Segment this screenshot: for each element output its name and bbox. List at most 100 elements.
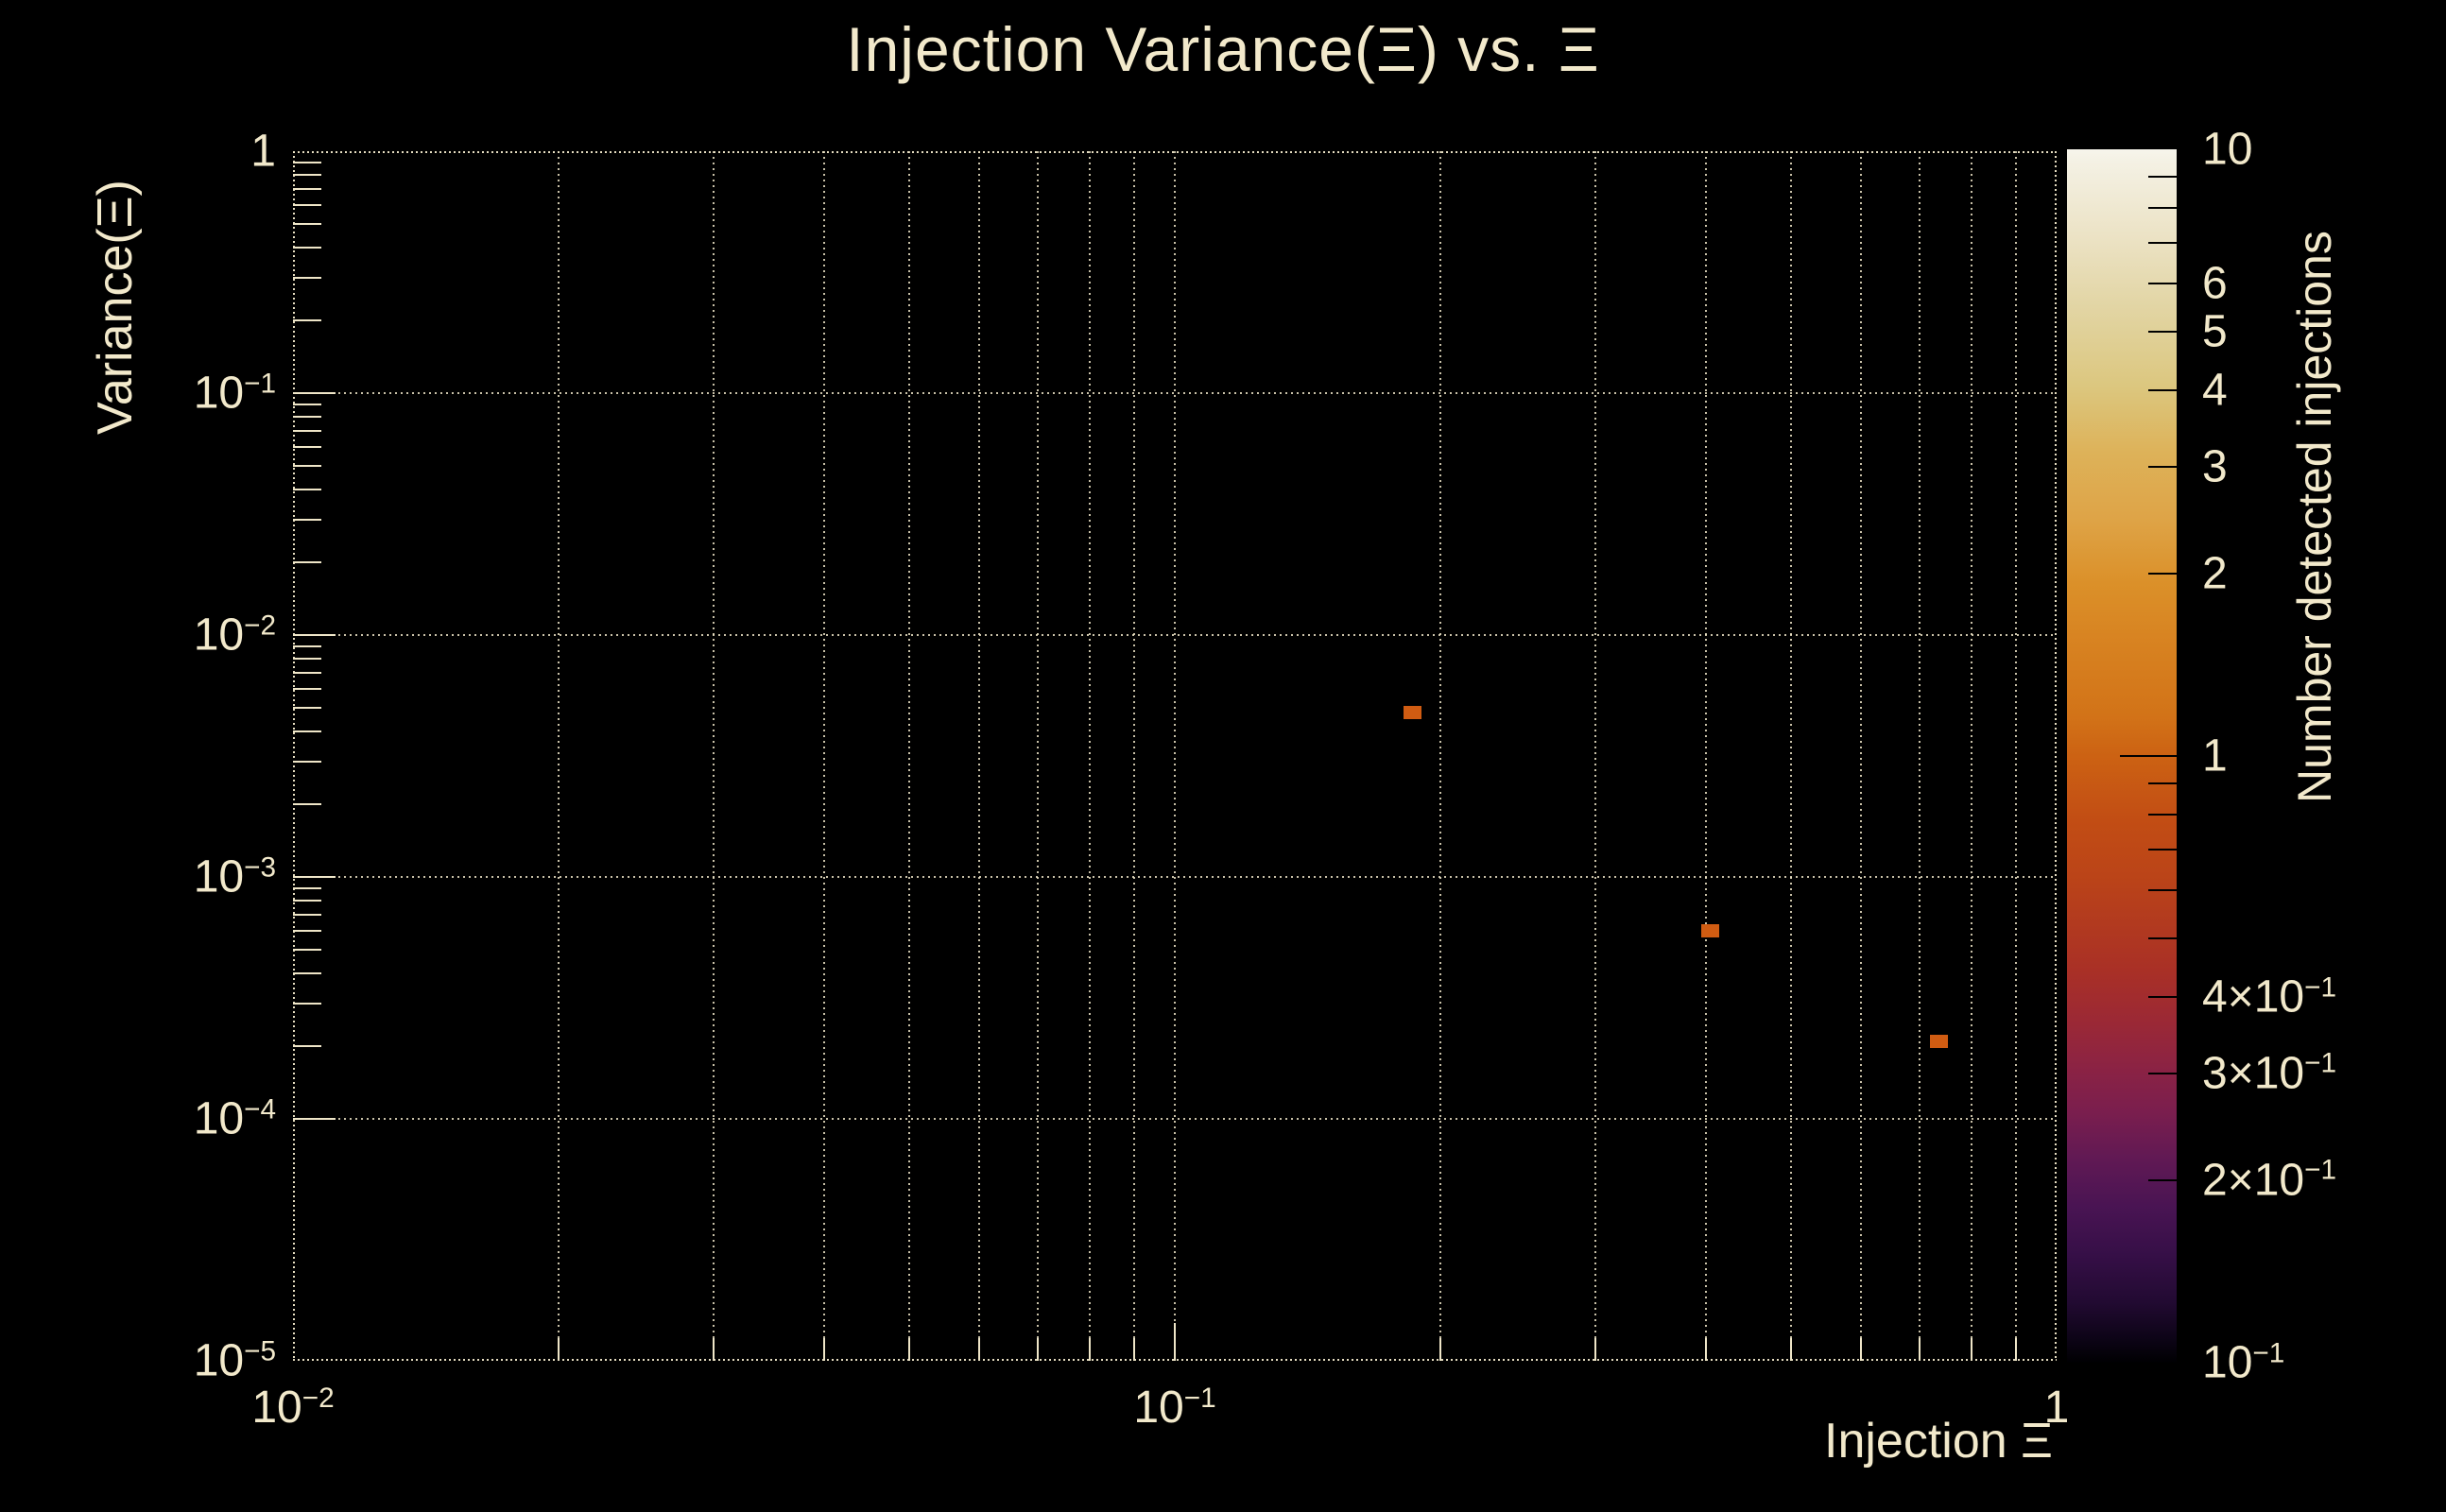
gridline-h-major [293,876,2057,878]
gridline-h-major [293,1118,2057,1120]
y-axis-minor-tick [293,760,321,763]
colorbar-tick-label: 3×10−1 [2202,1047,2336,1099]
colorbar-tick [2148,889,2177,892]
y-tick-label: 10−3 [194,851,276,903]
gridline-v [1594,151,1597,1361]
y-tick-label: 1 [250,126,276,178]
colorbar-tick [2148,814,2177,816]
colorbar-tick [2148,996,2177,999]
y-axis-major-tick [293,392,336,394]
y-axis-minor-tick [293,949,321,952]
colorbar-tick-label: 4×10−1 [2202,971,2336,1023]
gridline-v [1088,151,1091,1361]
y-tick-label-exp: −4 [244,1093,276,1125]
x-tick-label-base: 10 [251,1383,302,1433]
y-axis-minor-tick [293,161,321,163]
x-axis-title: Injection Ξ [1824,1414,2053,1469]
y-axis-minor-tick [293,429,321,432]
y-axis-minor-tick [293,445,321,448]
y-axis-minor-tick [293,203,321,206]
data-point [1930,1034,1949,1048]
gridline-h-major [293,634,2057,636]
x-axis-minor-tick [713,1338,715,1361]
colorbar-tick-label-base: 3×10 [2202,1048,2305,1099]
colorbar-tick [2148,465,2177,468]
colorbar-tick-label-exp: −1 [2304,1047,2337,1079]
y-axis-minor-tick [293,560,321,563]
x-axis-minor-tick [1970,1338,1972,1361]
y-axis-minor-tick [293,1044,321,1047]
colorbar-title: Number detected injections [2288,231,2341,803]
y-axis-minor-tick [293,671,321,674]
y-axis-minor-tick [293,488,321,490]
y-axis-minor-tick [293,913,321,916]
colorbar-tick [2148,1072,2177,1074]
colorbar-tick-label: 2 [2202,547,2228,599]
colorbar-tick [2148,331,2177,334]
x-axis-minor-tick [1704,1338,1707,1361]
y-tick-label: 10−1 [194,368,276,420]
y-tick-label-exp: −2 [244,610,276,642]
x-axis-minor-tick [1133,1338,1136,1361]
frame-border-left [293,151,295,1361]
colorbar-tick [2148,1178,2177,1181]
y-axis-minor-tick [293,802,321,805]
colorbar-tick [2148,176,2177,179]
y-axis-major-tick [293,1118,336,1120]
y-axis-minor-tick [293,465,321,468]
x-tick-label-exp: −1 [1183,1382,1216,1414]
y-axis-minor-tick [293,929,321,932]
y-axis-minor-tick [293,246,321,249]
y-tick-label-base: 10 [193,851,245,902]
gridline-v [1860,151,1862,1361]
x-axis-minor-tick [1088,1338,1091,1361]
colorbar-tick-label: 10−1 [2202,1337,2284,1389]
colorbar-tick-label-base: 2 [2202,548,2228,599]
colorbar-tick [2148,389,2177,392]
colorbar-tick [2148,782,2177,785]
gridline-v [2015,151,2018,1361]
gridline-v [1133,151,1136,1361]
colorbar-tick [2148,207,2177,210]
data-point [1701,923,1720,937]
x-axis-minor-tick [557,1338,560,1361]
x-axis-minor-tick [1438,1338,1441,1361]
x-tick-label: 1 [2044,1382,2070,1434]
y-tick-label-base: 10 [193,1335,245,1386]
x-axis-minor-tick [1919,1338,1921,1361]
y-axis-minor-tick [293,187,321,190]
y-axis-minor-tick [293,707,321,710]
colorbar-tick [2148,572,2177,575]
y-tick-label-exp: −1 [244,368,276,400]
y-axis-minor-tick [293,730,321,732]
y-axis-minor-tick [293,403,321,405]
x-tick-label-base: 10 [1133,1383,1184,1433]
gridline-v [557,151,560,1361]
x-axis-minor-tick [1594,1338,1597,1361]
y-tick-label: 10−5 [194,1335,276,1387]
y-axis-minor-tick [293,657,321,660]
colorbar-tick-label-base: 10 [2202,1337,2253,1388]
colorbar-tick-label: 4 [2202,365,2228,417]
colorbar [2067,149,2177,1363]
gridline-v [1919,151,1921,1361]
x-axis-minor-tick [1037,1338,1040,1361]
colorbar-tick [2120,755,2177,757]
colorbar-tick-label-exp: −1 [2252,1337,2285,1369]
x-tick-label-base: 1 [2043,1383,2070,1433]
colorbar-tick-label: 3 [2202,440,2228,492]
colorbar-tick [2148,849,2177,851]
y-axis-minor-tick [293,971,321,974]
y-axis-minor-tick [293,415,321,418]
y-axis-minor-tick [293,318,321,321]
x-axis-minor-tick [1790,1338,1793,1361]
gridline-h-major [293,392,2057,394]
x-axis-major-tick [1174,1323,1176,1361]
colorbar-tick-label-base: 1 [2202,730,2228,782]
gridline-v [978,151,980,1361]
x-axis-minor-tick [1860,1338,1862,1361]
colorbar-tick [2148,242,2177,245]
y-tick-label-base: 10 [193,610,245,661]
frame-border-right [2055,151,2057,1361]
x-tick-label: 10−1 [1133,1382,1215,1434]
